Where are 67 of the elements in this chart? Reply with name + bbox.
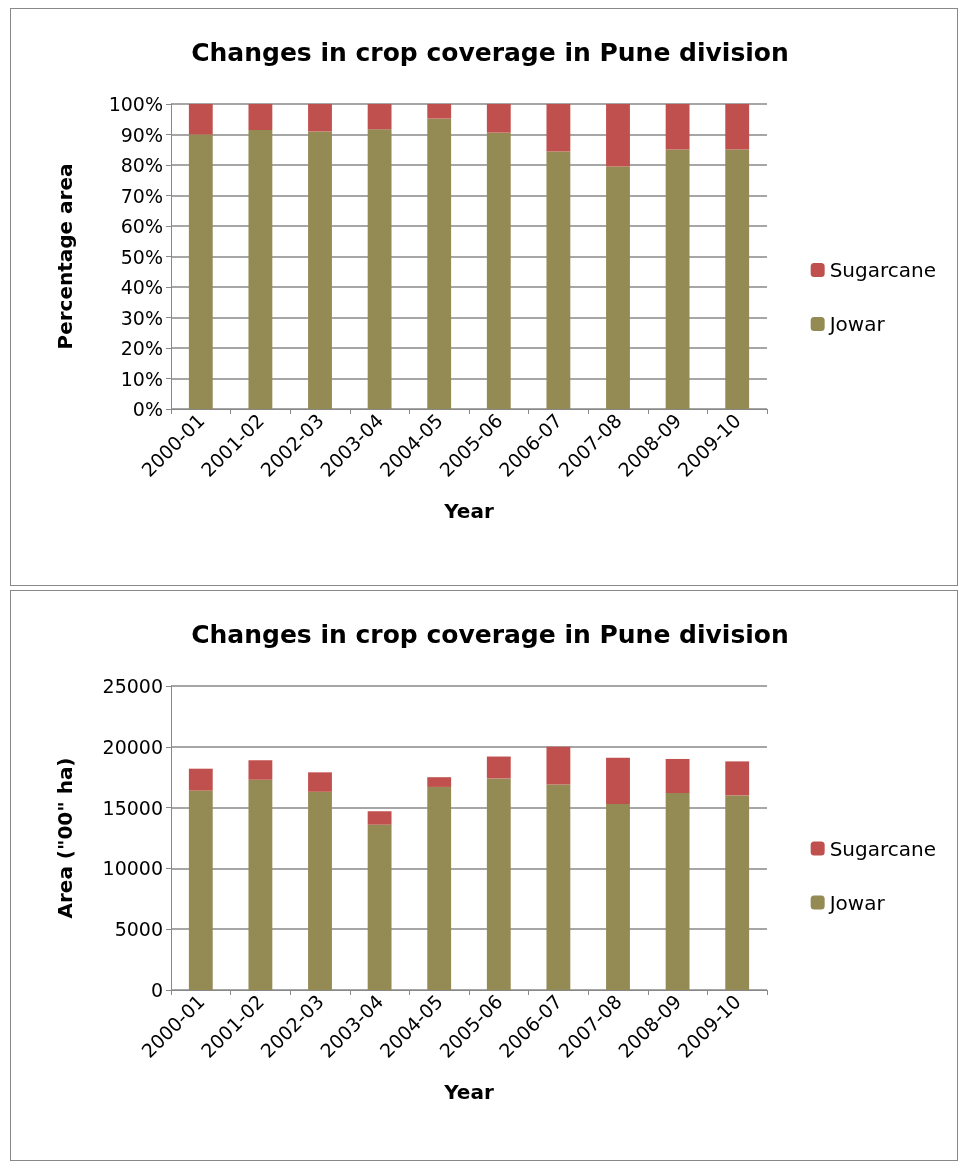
y-tick-label: 15000 [102,796,163,819]
y-tick-label: 90% [120,123,163,146]
bar [248,104,273,130]
bar [427,777,452,787]
bar [308,772,332,792]
x-axis-title: Year [443,1080,494,1104]
bar [367,104,392,130]
bar [188,790,213,990]
y-tick-label: 30% [120,306,163,329]
bar [546,104,571,152]
bar [486,132,511,409]
bar [606,803,630,990]
bar [725,761,750,796]
bar [665,149,690,409]
y-tick-label: 25000 [102,675,163,697]
y-tick-label: 60% [120,215,163,237]
bar [367,129,392,409]
bar [665,758,690,794]
bar [248,760,273,780]
x-axis-title: Year [443,499,494,523]
legend-label: Jowar [827,312,886,336]
y-tick-label: 100% [108,93,163,115]
bar [427,104,452,119]
y-tick-label: 5000 [114,918,163,941]
bar [486,756,511,779]
y-axis-title: Area ("00" ha) [53,757,77,919]
legend-label: Sugarcane [829,258,937,282]
bar [308,131,332,409]
y-tick-label: 10000 [102,857,163,880]
bar [725,104,750,150]
y-tick-label: 40% [120,276,163,298]
bar [248,779,273,990]
legend-label: Sugarcane [829,836,937,861]
bar [665,104,690,150]
bar [188,768,213,791]
bar [248,129,273,409]
bar [486,104,511,133]
bar [546,151,571,409]
bar [606,104,630,167]
bar [665,793,690,990]
y-axis-title: Percentage area [53,163,77,350]
bar [606,757,630,804]
bar [188,104,213,135]
bar [367,811,392,825]
bar [308,104,332,132]
bar [725,795,750,990]
bar [308,791,332,990]
bar [427,118,452,409]
chart-title: Changes in crop coverage in Pune division [191,620,789,649]
bar [546,784,571,990]
y-tick-label: 10% [120,367,163,390]
bar [725,149,750,409]
bar [427,786,452,990]
chart-title: Changes in crop coverage in Pune division [191,38,789,67]
y-tick-label: 70% [120,184,163,207]
bar [367,824,392,990]
y-tick-label: 20% [120,337,163,359]
bar [486,778,511,990]
bar [188,134,213,409]
bar [606,166,630,409]
bar [546,746,571,785]
legend-label: Jowar [827,890,886,915]
y-tick-label: 0% [132,398,163,420]
y-tick-label: 0 [150,979,163,1001]
y-tick-label: 50% [120,245,163,268]
y-tick-label: 20000 [102,735,163,758]
y-tick-label: 80% [120,154,163,176]
